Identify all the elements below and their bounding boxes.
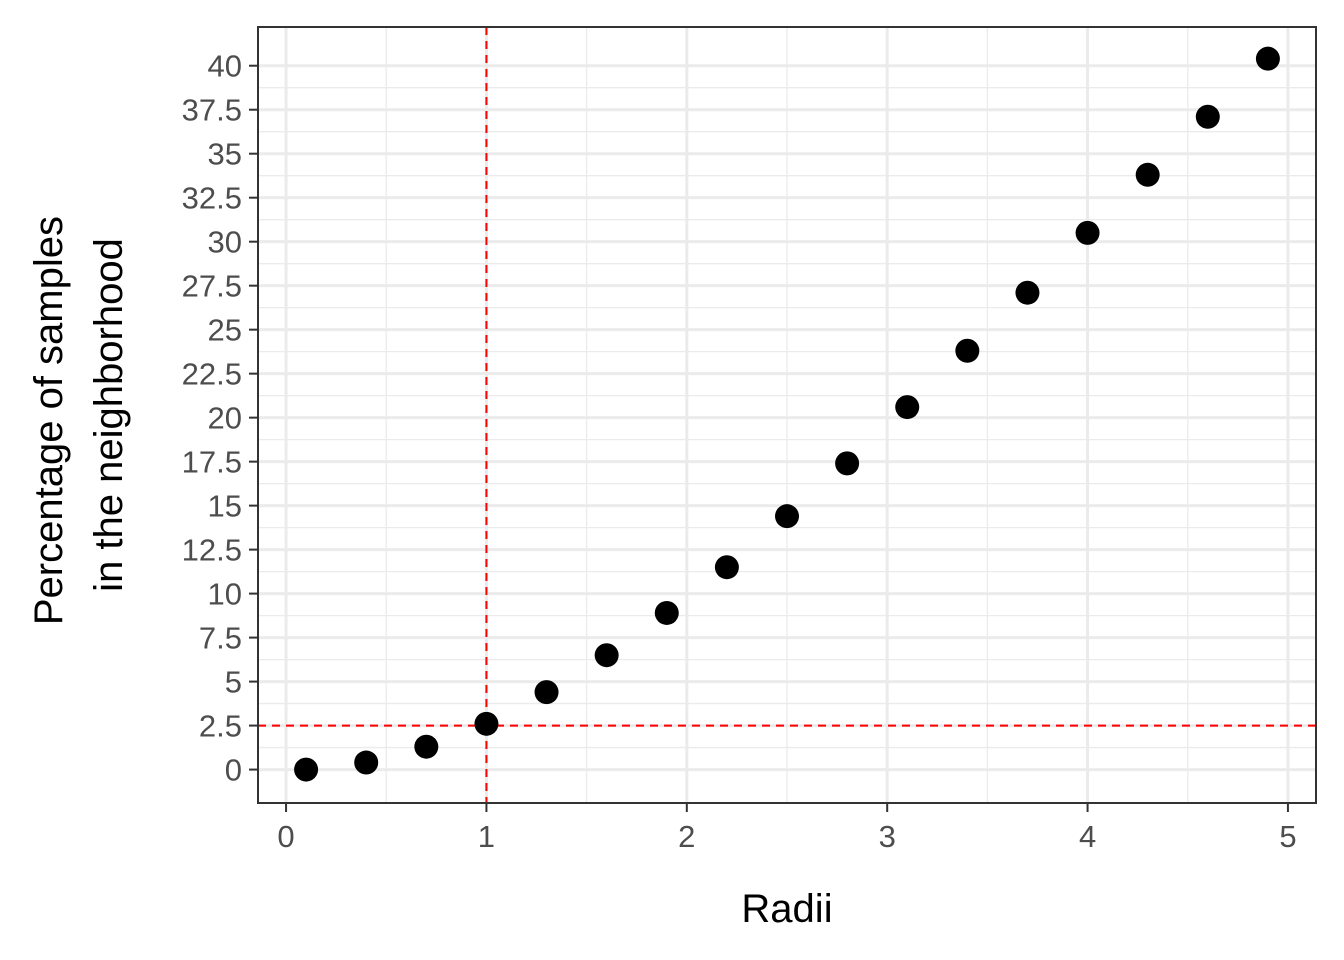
data-point: [835, 451, 860, 476]
data-point: [474, 711, 499, 736]
data-point: [534, 680, 559, 705]
data-point: [1075, 220, 1100, 245]
data-point: [654, 600, 679, 625]
reference-lines: [258, 27, 1316, 803]
x-tick-label: 3: [879, 819, 896, 854]
x-tick-label: 4: [1079, 819, 1096, 854]
x-axis-title: Radii: [741, 887, 832, 931]
y-tick-label: 20: [208, 401, 242, 436]
y-tick-label: 10: [208, 577, 242, 612]
data-point: [594, 643, 619, 668]
x-tick-label: 2: [678, 819, 695, 854]
x-tick-label: 1: [478, 819, 495, 854]
data-point: [294, 757, 319, 782]
y-tick-label: 0: [225, 753, 242, 788]
y-tick-label: 25: [208, 313, 242, 348]
data-point: [354, 750, 379, 775]
y-axis: 0 2.5 5 7.5 10 12.5 15 17.5 20 22.5 25 27.5 30 32.5 35…: [182, 49, 258, 788]
data-point: [714, 555, 739, 580]
y-axis-title: Percentage of samples in the neighborhoo…: [27, 205, 131, 625]
y-tick-label: 22.5: [182, 357, 242, 392]
data-points: [294, 46, 1280, 782]
data-point: [955, 338, 980, 363]
y-tick-label: 40: [208, 49, 242, 84]
y-tick-label: 15: [208, 489, 242, 524]
x-tick-label: 0: [277, 819, 294, 854]
data-point: [1015, 280, 1040, 305]
data-point: [1195, 104, 1220, 129]
y-tick-label: 17.5: [182, 445, 242, 480]
y-tick-label: 7.5: [199, 621, 242, 656]
data-point: [895, 395, 920, 420]
y-axis-title-line-2: in the neighborhood: [87, 238, 131, 592]
y-tick-label: 32.5: [182, 181, 242, 216]
grid-minor: [258, 27, 1316, 803]
y-tick-label: 12.5: [182, 533, 242, 568]
y-axis-title-line-1: Percentage of samples: [27, 216, 71, 625]
data-point: [775, 504, 799, 529]
x-tick-label: 5: [1279, 819, 1296, 854]
y-tick-label: 27.5: [182, 269, 242, 304]
y-tick-label: 37.5: [182, 93, 242, 128]
y-tick-label: 30: [208, 225, 242, 260]
data-point: [1255, 46, 1280, 71]
y-tick-label: 35: [208, 137, 242, 172]
data-point: [1135, 162, 1160, 187]
y-tick-label: 5: [225, 665, 242, 700]
data-point: [414, 734, 439, 759]
x-axis: 0 1 2 3 4 5: [277, 803, 1297, 854]
y-tick-label: 2.5: [199, 709, 242, 744]
panel-border: [257, 26, 1317, 804]
